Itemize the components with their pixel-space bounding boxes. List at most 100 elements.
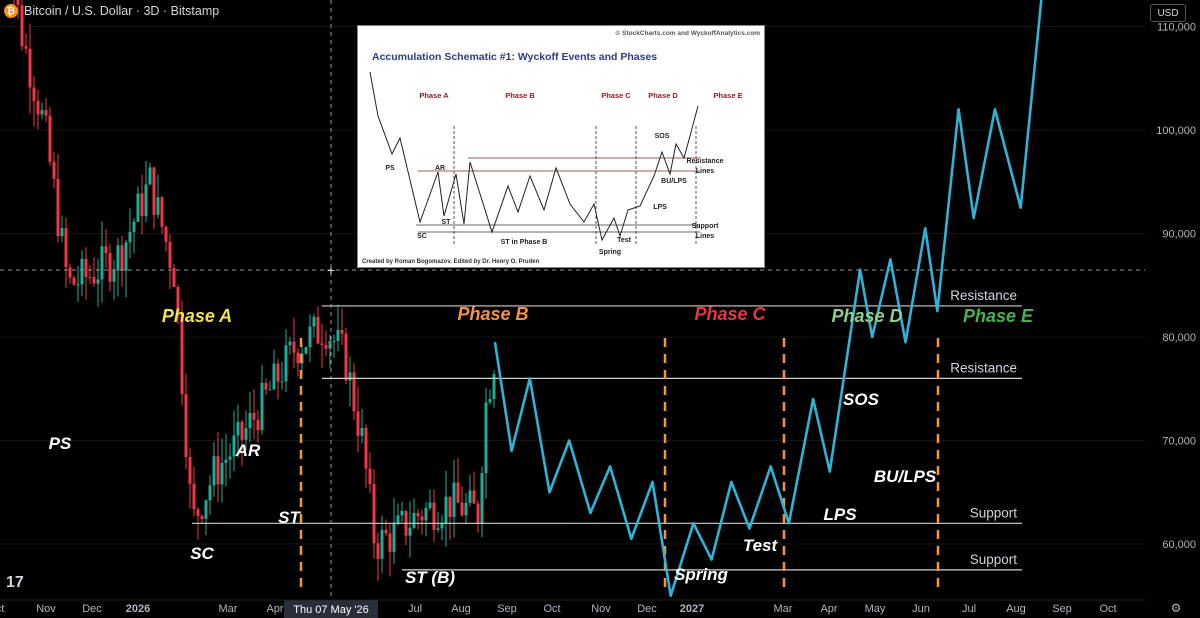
price-tick-label: 100,000 bbox=[1156, 125, 1196, 137]
time-tick-label: Jun bbox=[912, 603, 930, 615]
time-tick-label: Oct bbox=[543, 603, 560, 615]
event-label: Test bbox=[743, 536, 779, 555]
inset-phase-label: Phase C bbox=[601, 91, 631, 100]
inset-phase-label: Phase B bbox=[505, 91, 535, 100]
candle-body bbox=[236, 421, 240, 436]
candle-body bbox=[164, 226, 168, 242]
candle-body bbox=[348, 372, 352, 381]
event-label: SC bbox=[190, 544, 214, 563]
candle-body bbox=[312, 316, 316, 327]
candle-body bbox=[484, 402, 488, 474]
candle-body bbox=[400, 510, 404, 516]
candle-body bbox=[232, 435, 236, 457]
candle-body bbox=[436, 528, 440, 530]
price-tick-label: 60,000 bbox=[1162, 539, 1196, 551]
candle-body bbox=[40, 110, 44, 115]
candle-body bbox=[132, 221, 136, 232]
candle-body bbox=[252, 413, 256, 420]
inset-phase-label: Phase D bbox=[648, 91, 678, 100]
time-tick-label: Dec bbox=[82, 603, 102, 615]
candle-body bbox=[344, 333, 348, 381]
time-tick-label: Mar bbox=[219, 603, 238, 615]
support-label: Support bbox=[970, 552, 1018, 567]
inset-event-label: Lines bbox=[696, 233, 714, 240]
candle-body bbox=[448, 496, 452, 518]
candle-body bbox=[432, 502, 436, 530]
candle-body bbox=[168, 241, 172, 268]
candle-body bbox=[396, 515, 400, 524]
resistance-label: Resistance bbox=[950, 288, 1017, 303]
phase-dividers bbox=[299, 338, 940, 590]
candle-body bbox=[488, 399, 492, 403]
candle-body bbox=[148, 167, 152, 185]
candle-body bbox=[416, 512, 420, 517]
candle-body bbox=[224, 459, 228, 463]
inset-event-label: Lines bbox=[696, 168, 714, 175]
candle-body bbox=[316, 316, 320, 344]
candle-body bbox=[112, 270, 116, 282]
candle-body bbox=[24, 46, 28, 49]
candle-body bbox=[332, 340, 336, 342]
inset-event-label: AR bbox=[435, 165, 445, 172]
candle-body bbox=[472, 490, 476, 504]
price-axis[interactable]: 60,00070,00080,00090,000100,000110,00012… bbox=[1145, 0, 1200, 600]
symbol-header[interactable]: ₿ Bitcoin / U.S. Dollar · 3D · Bitstamp bbox=[4, 4, 219, 18]
candle-body bbox=[408, 527, 412, 536]
candle-body bbox=[492, 374, 496, 400]
candle-body bbox=[368, 468, 372, 485]
inset-event-label: ST bbox=[442, 219, 452, 226]
inset-event-label: Resistance bbox=[687, 158, 724, 165]
event-label: PS bbox=[49, 434, 72, 453]
time-tick-label: Sep bbox=[1052, 603, 1072, 615]
candle-body bbox=[124, 242, 128, 271]
inset-price-path bbox=[369, 71, 699, 242]
candle-body bbox=[384, 529, 388, 534]
candle-body bbox=[184, 394, 188, 457]
inset-footer: Created by Roman Bogomazov. Edited by Dr… bbox=[362, 259, 540, 265]
candle-body bbox=[392, 523, 396, 552]
time-tick-label: Mar bbox=[774, 603, 793, 615]
candle-body bbox=[116, 245, 120, 271]
candle-body bbox=[216, 456, 220, 485]
candle-body bbox=[136, 193, 140, 222]
time-tick-label: Apr bbox=[266, 603, 283, 615]
candle-body bbox=[444, 496, 448, 524]
event-label: AR bbox=[235, 441, 261, 460]
candle-body bbox=[188, 456, 192, 484]
currency-button[interactable]: USD bbox=[1150, 4, 1186, 22]
price-tick-label: 80,000 bbox=[1162, 332, 1196, 344]
event-label: SOS bbox=[843, 390, 880, 409]
candle-body bbox=[200, 515, 204, 519]
candle-body bbox=[180, 313, 184, 395]
candle-body bbox=[72, 277, 76, 285]
tradingview-logo: 17 bbox=[6, 574, 24, 591]
phase-label: Phase D bbox=[831, 306, 902, 326]
candle-body bbox=[244, 428, 248, 440]
phase-label: Phase C bbox=[694, 304, 766, 324]
resistance-label: Resistance bbox=[950, 360, 1017, 375]
candle-body bbox=[208, 485, 212, 501]
inset-event-label: Spring bbox=[599, 249, 621, 256]
event-label: ST (B) bbox=[405, 568, 455, 587]
time-tick-label: Apr bbox=[820, 603, 837, 615]
time-axis[interactable]: ct Nov Dec 2026 Mar Apr Jul Aug Sep Oct Nov Dec 2027… bbox=[0, 599, 1181, 615]
phase-label: Phase B bbox=[457, 304, 528, 324]
candle-body bbox=[324, 344, 328, 349]
candle-body bbox=[36, 100, 40, 115]
candle-body bbox=[260, 382, 264, 431]
candle-body bbox=[128, 231, 132, 243]
crosshair-date-label: Thu 07 May '26 bbox=[293, 604, 368, 616]
candle-body bbox=[152, 167, 156, 215]
inset-event-label: Support bbox=[692, 223, 719, 230]
price-tick-label: 70,000 bbox=[1162, 436, 1196, 448]
candle-body bbox=[336, 330, 340, 341]
candle-body bbox=[196, 509, 200, 516]
candle-body bbox=[476, 503, 480, 525]
candle-body bbox=[288, 341, 292, 346]
candle-body bbox=[356, 411, 360, 436]
candle-body bbox=[440, 523, 444, 529]
candle-body bbox=[88, 276, 92, 278]
candle-body bbox=[320, 343, 324, 345]
candle-body bbox=[272, 363, 276, 390]
